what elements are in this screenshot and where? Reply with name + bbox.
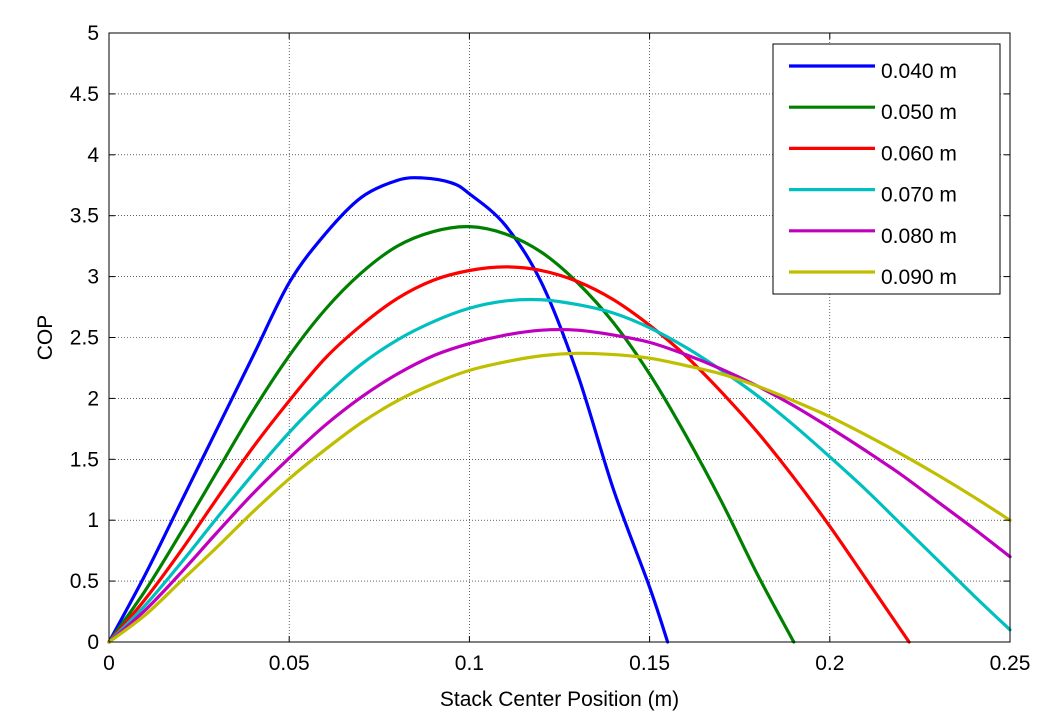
- y-tick-label: 3.5: [70, 205, 99, 228]
- series-lines: [107, 176, 1012, 644]
- series-line-5: [107, 351, 1012, 644]
- series-line-4: [107, 327, 1012, 644]
- legend-label: 0.070 m: [881, 184, 957, 207]
- y-tick-label: 1: [87, 509, 99, 532]
- y-tick-label: 2.5: [70, 327, 99, 350]
- y-tick-label: 0: [87, 631, 99, 654]
- x-axis-label: Stack Center Position (m): [440, 688, 679, 711]
- y-tick-label: 4.5: [70, 83, 99, 106]
- x-tick-label: 0.2: [815, 652, 844, 675]
- y-tick-label: 5: [87, 22, 99, 45]
- x-tick-label: 0.05: [269, 652, 310, 675]
- x-tick-label: 0.15: [629, 652, 670, 675]
- axis-ticks: 0 0.05 0.1 0.15 0.2 0.25 0 0.5 1 1.5 2 2.5 3 3.5 4 4.5 5: [70, 22, 1031, 675]
- legend-box: [772, 43, 1001, 295]
- y-axis-label: COP: [34, 315, 57, 361]
- legend-label: 0.060 m: [881, 142, 957, 165]
- legend-label: 0.080 m: [881, 225, 957, 248]
- y-tick-label: 0.5: [70, 570, 99, 593]
- legend: 0.040 m 0.050 m 0.060 m 0.070 m 0.080 m 0.090…: [772, 43, 1001, 295]
- y-tick-label: 3: [87, 266, 99, 289]
- x-tick-label: 0: [103, 652, 115, 675]
- series-line-2: [107, 265, 911, 644]
- y-tick-label: 2: [87, 387, 99, 410]
- series-line-0: [107, 176, 670, 644]
- x-tick-label: 0.1: [455, 652, 484, 675]
- legend-label: 0.050 m: [881, 101, 957, 124]
- legend-label: 0.040 m: [881, 60, 957, 83]
- y-tick-label: 4: [87, 144, 99, 167]
- y-tick-label: 1.5: [70, 448, 99, 471]
- series-line-3: [107, 297, 1012, 644]
- x-tick-label: 0.25: [990, 652, 1031, 675]
- legend-label: 0.090 m: [881, 266, 957, 289]
- series-line-1: [107, 225, 796, 644]
